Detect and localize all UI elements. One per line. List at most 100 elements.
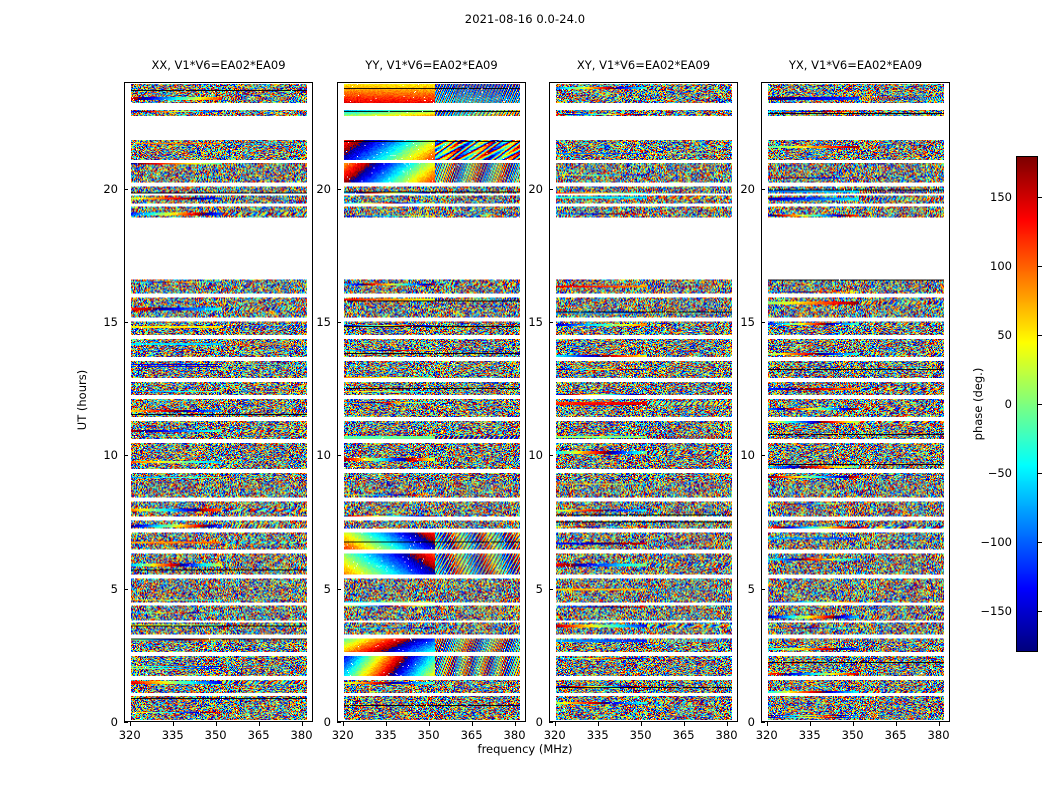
y-tick-mark bbox=[124, 322, 128, 323]
colorbar-tick-label: 0 bbox=[1004, 397, 1012, 411]
x-tick-mark bbox=[766, 722, 768, 726]
heatmap-image-yy bbox=[338, 83, 525, 721]
colorbar-tick-label: 150 bbox=[990, 190, 1012, 205]
y-tick-mark bbox=[549, 588, 553, 590]
y-tick-label: 5 bbox=[535, 581, 543, 596]
x-tick-label: 335 bbox=[798, 728, 821, 742]
x-tick-mark bbox=[554, 722, 556, 726]
y-tick-label: 15 bbox=[528, 315, 543, 329]
x-tick-label: 335 bbox=[374, 728, 397, 742]
panel-title-yy: YY, V1*V6=EA02*EA09 bbox=[365, 58, 498, 72]
heatmap-image-yx bbox=[762, 83, 949, 721]
x-tick-mark bbox=[258, 722, 260, 726]
figure-suptitle: 2021-08-16 0.0-24.0 bbox=[464, 12, 586, 26]
y-tick-label: 5 bbox=[747, 581, 755, 596]
x-tick-mark bbox=[683, 722, 685, 726]
x-axis-label: frequency (MHz) bbox=[477, 742, 573, 756]
y-tick-mark bbox=[337, 322, 341, 323]
panel-title-yx: YX, V1*V6=EA02*EA09 bbox=[788, 58, 923, 72]
y-tick-mark bbox=[124, 588, 128, 590]
y-tick-label: 20 bbox=[740, 181, 755, 196]
y-tick-label: 5 bbox=[110, 581, 118, 596]
y-axis-label: UT (hours) bbox=[75, 369, 89, 431]
x-tick-mark bbox=[852, 722, 854, 726]
x-tick-mark bbox=[428, 722, 430, 726]
x-tick-label: 320 bbox=[118, 728, 141, 742]
colorbar-tick-mark bbox=[1038, 266, 1042, 268]
y-tick-mark bbox=[761, 722, 765, 723]
x-tick-mark bbox=[640, 722, 642, 726]
x-tick-label: 365 bbox=[247, 728, 270, 742]
colorbar-tick-label: −100 bbox=[980, 534, 1012, 549]
panel-title-xy: XY, V1*V6=EA02*EA09 bbox=[576, 58, 711, 72]
y-tick-label: 15 bbox=[316, 315, 331, 329]
x-tick-label: 380 bbox=[927, 728, 950, 742]
x-tick-label: 320 bbox=[543, 728, 566, 742]
y-tick-label: 10 bbox=[528, 448, 543, 463]
x-tick-label: 365 bbox=[884, 728, 907, 742]
colorbar-tick-mark bbox=[1038, 197, 1042, 199]
x-tick-label: 320 bbox=[331, 728, 354, 742]
x-tick-label: 350 bbox=[841, 728, 864, 742]
heatmap-panel-yx[interactable] bbox=[761, 82, 950, 722]
x-tick-mark bbox=[514, 722, 516, 726]
colorbar-label: phase (deg.) bbox=[971, 367, 985, 441]
x-tick-mark bbox=[726, 722, 728, 726]
panel-title-xx: XX, V1*V6=EA02*EA09 bbox=[151, 58, 286, 72]
y-tick-label: 10 bbox=[103, 448, 118, 463]
heatmap-panel-yy[interactable] bbox=[337, 82, 526, 722]
x-tick-label: 320 bbox=[755, 728, 778, 742]
x-tick-label: 350 bbox=[417, 728, 440, 742]
y-tick-label: 0 bbox=[323, 715, 331, 729]
colorbar-tick-label: −50 bbox=[987, 465, 1012, 480]
x-tick-mark bbox=[215, 722, 217, 726]
y-tick-mark bbox=[337, 722, 341, 723]
x-tick-label: 350 bbox=[629, 728, 652, 742]
y-tick-mark bbox=[124, 188, 128, 190]
heatmap-image-xy bbox=[550, 83, 737, 721]
heatmap-panel-xy[interactable] bbox=[549, 82, 738, 722]
colorbar-tick-mark bbox=[1038, 541, 1042, 543]
x-tick-label: 380 bbox=[715, 728, 738, 742]
y-tick-mark bbox=[549, 322, 553, 323]
x-tick-label: 350 bbox=[204, 728, 227, 742]
heatmap-panel-xx[interactable] bbox=[124, 82, 313, 722]
colorbar-tick-label: −150 bbox=[980, 603, 1012, 618]
x-tick-mark bbox=[895, 722, 897, 726]
y-tick-label: 20 bbox=[316, 181, 331, 196]
x-tick-label: 380 bbox=[503, 728, 526, 742]
y-tick-mark bbox=[761, 588, 765, 590]
y-tick-label: 15 bbox=[740, 315, 755, 329]
y-tick-mark bbox=[124, 722, 128, 723]
x-tick-mark bbox=[129, 722, 131, 726]
x-tick-mark bbox=[172, 722, 174, 726]
x-tick-mark bbox=[809, 722, 811, 726]
y-tick-mark bbox=[337, 188, 341, 190]
x-tick-mark bbox=[938, 722, 940, 726]
y-tick-mark bbox=[761, 188, 765, 190]
colorbar[interactable] bbox=[1016, 156, 1038, 652]
y-tick-label: 0 bbox=[747, 715, 755, 729]
colorbar-tick-mark bbox=[1038, 335, 1042, 337]
x-tick-label: 365 bbox=[460, 728, 483, 742]
y-tick-label: 10 bbox=[740, 448, 755, 463]
y-tick-mark bbox=[337, 455, 341, 457]
y-tick-label: 0 bbox=[535, 715, 543, 729]
x-tick-label: 335 bbox=[586, 728, 609, 742]
x-tick-label: 365 bbox=[672, 728, 695, 742]
colorbar-tick-mark bbox=[1038, 610, 1042, 612]
y-tick-mark bbox=[549, 188, 553, 190]
x-tick-mark bbox=[471, 722, 473, 726]
colorbar-tick-mark bbox=[1038, 472, 1042, 474]
y-tick-label: 20 bbox=[103, 181, 118, 196]
y-tick-mark bbox=[124, 455, 128, 457]
x-tick-label: 335 bbox=[161, 728, 184, 742]
y-tick-label: 10 bbox=[316, 448, 331, 463]
colorbar-tick-label: 50 bbox=[997, 328, 1012, 343]
y-tick-mark bbox=[337, 588, 341, 590]
y-tick-label: 15 bbox=[103, 315, 118, 329]
y-tick-mark bbox=[549, 455, 553, 457]
x-tick-mark bbox=[301, 722, 303, 726]
y-tick-label: 0 bbox=[110, 715, 118, 729]
